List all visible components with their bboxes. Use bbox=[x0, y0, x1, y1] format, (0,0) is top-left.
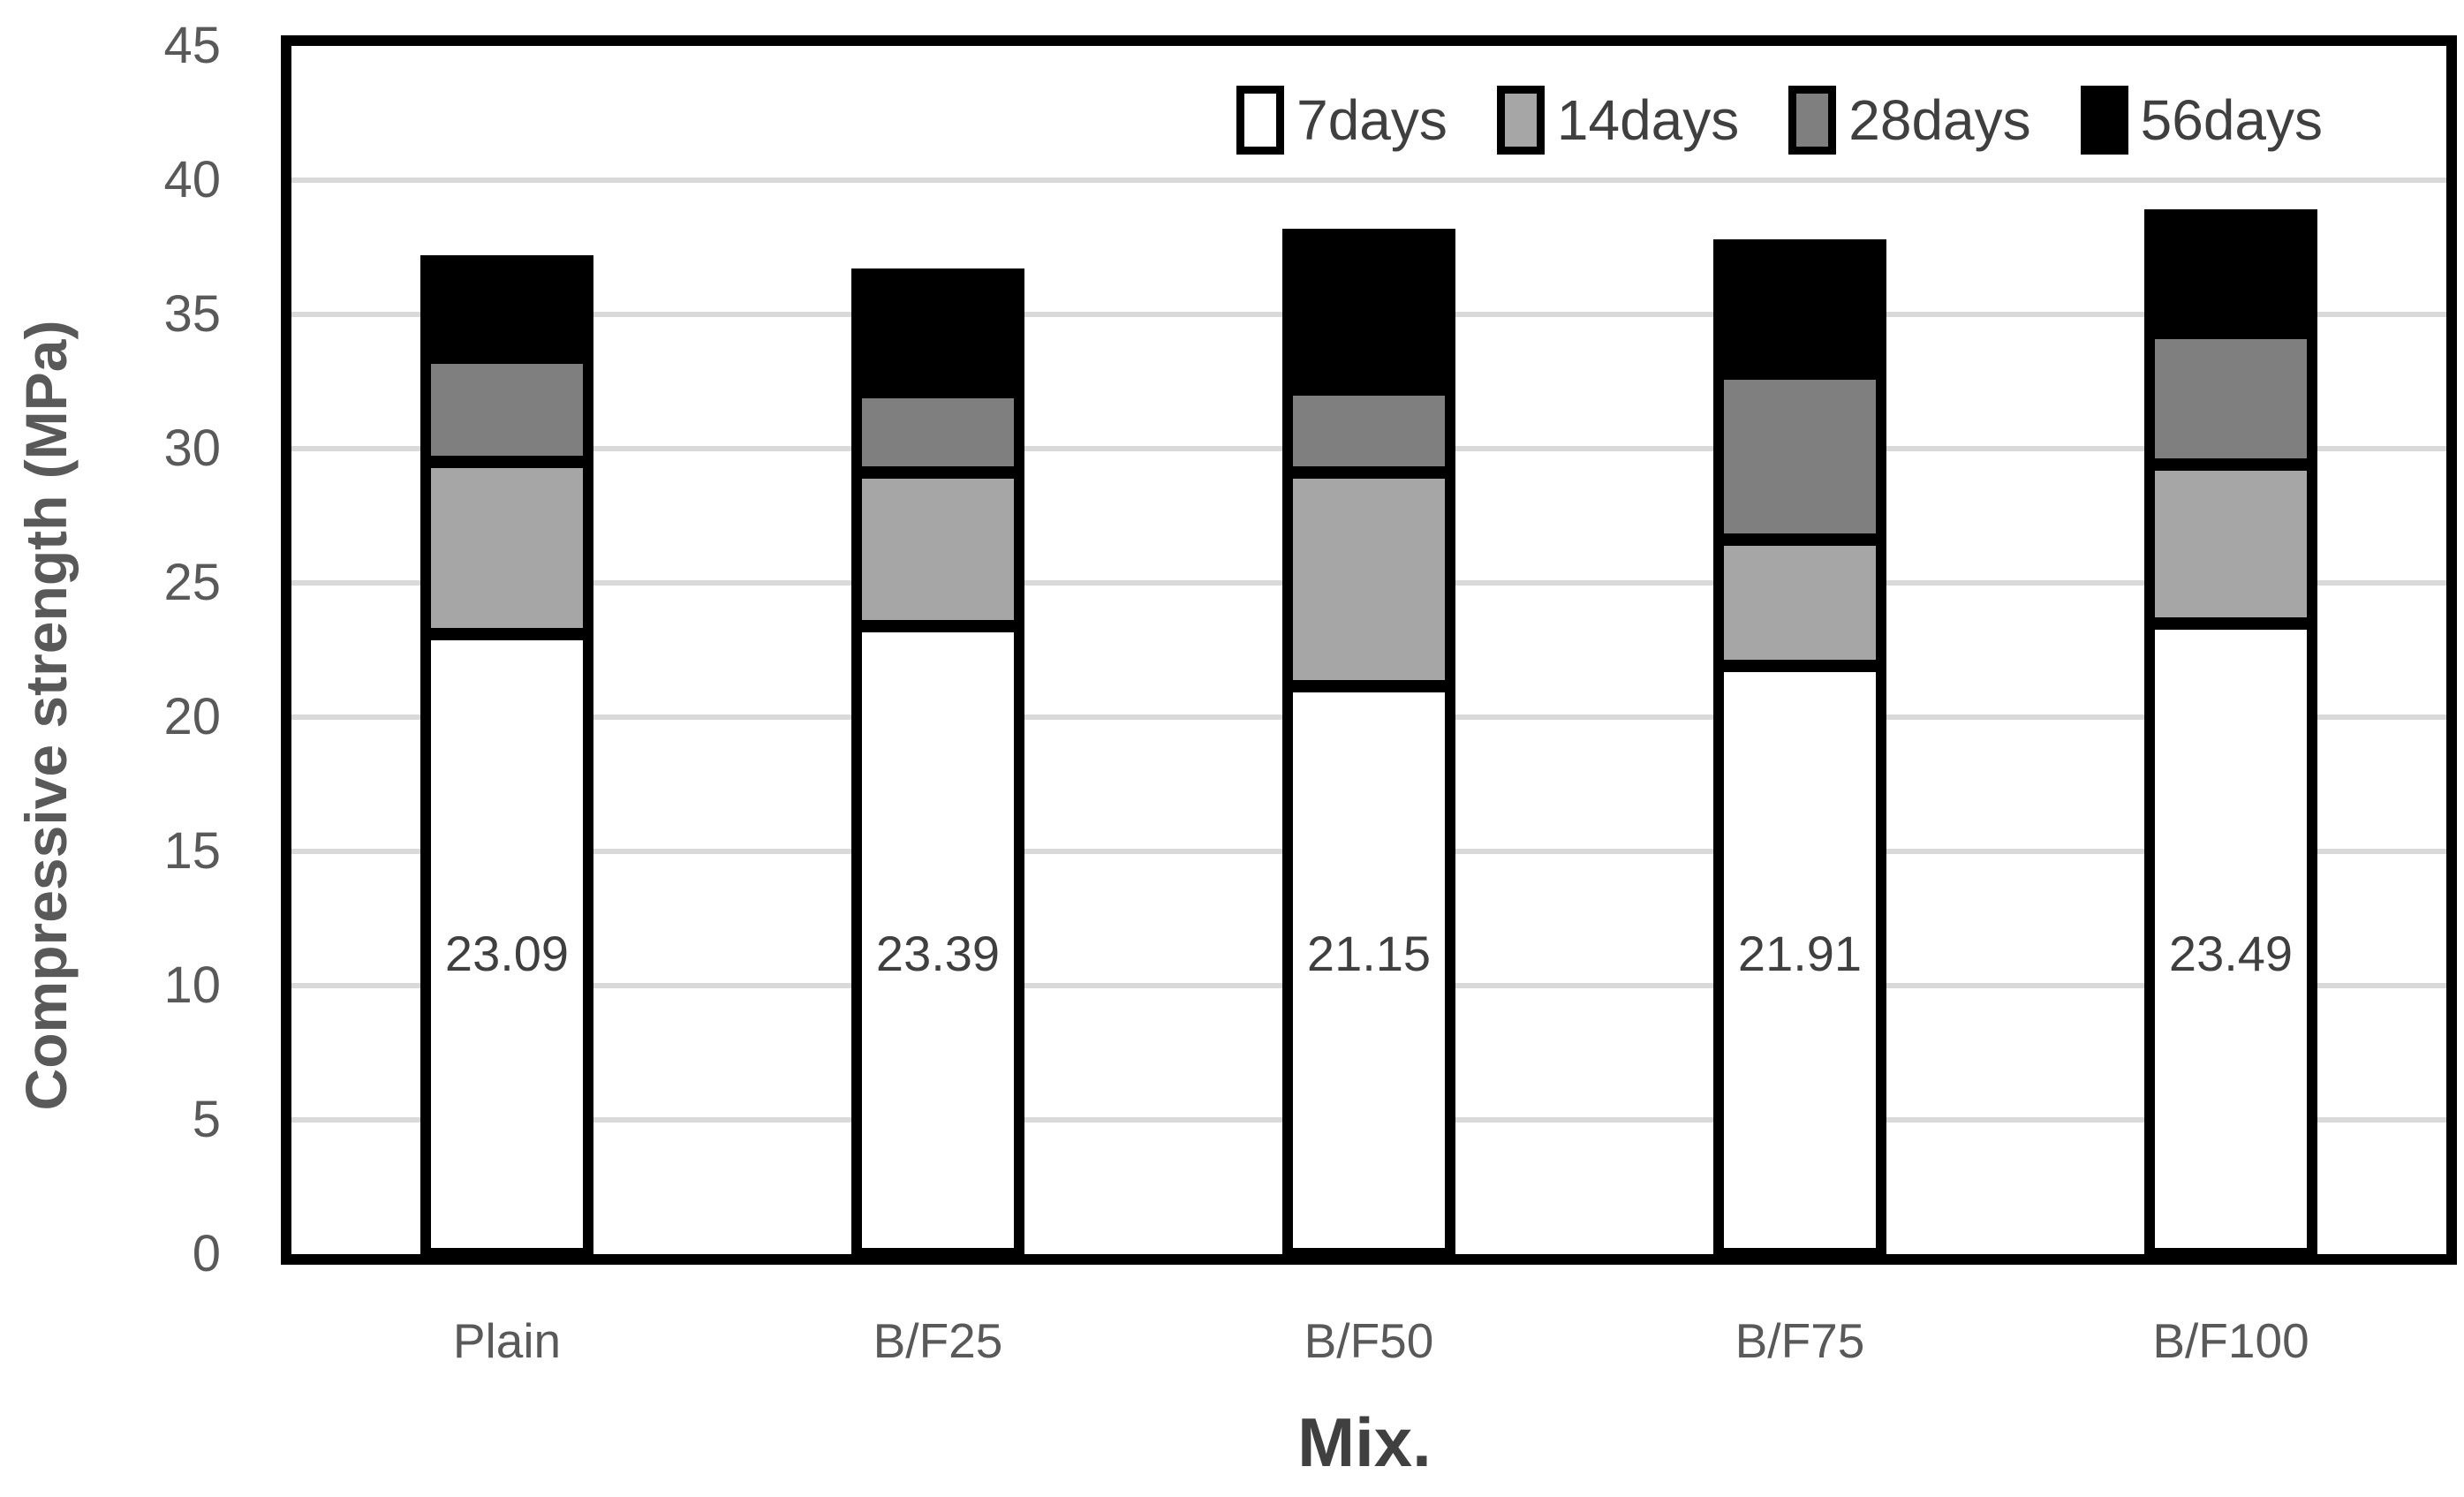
y-tick-label: 20 bbox=[163, 688, 221, 745]
x-category-label: B/F25 bbox=[873, 1313, 1003, 1368]
y-tick-label: 10 bbox=[163, 956, 221, 1014]
bar-segment-56days bbox=[420, 255, 593, 358]
y-tick-label: 15 bbox=[163, 822, 221, 880]
plot-area bbox=[281, 35, 2457, 1265]
x-axis-title: Mix. bbox=[1297, 1403, 1432, 1481]
bar-segment-28days bbox=[420, 357, 593, 463]
y-tick-label: 0 bbox=[192, 1225, 221, 1282]
y-tick-label: 35 bbox=[163, 285, 221, 343]
y-tick-label: 40 bbox=[163, 151, 221, 208]
x-category-label: B/F50 bbox=[1304, 1313, 1434, 1368]
bar-segment-14days bbox=[2144, 465, 2317, 624]
bar-segment-14days bbox=[1282, 473, 1455, 687]
legend: 7days 14days 28days 56days bbox=[1236, 85, 2323, 155]
bar-value-label: 23.39 bbox=[875, 926, 1001, 981]
bar-segment-7days bbox=[851, 625, 1024, 1254]
bar-segment-28days bbox=[1282, 389, 1455, 473]
y-tick-label: 5 bbox=[192, 1091, 221, 1148]
bar-segment-28days bbox=[851, 392, 1024, 473]
legend-item: 56days bbox=[2080, 85, 2323, 155]
bar-value-label: 21.91 bbox=[1737, 926, 1863, 981]
x-category-label: Plain bbox=[452, 1313, 562, 1368]
bar-segment-28days bbox=[2144, 333, 2317, 465]
legend-item: 7days bbox=[1236, 85, 1447, 155]
bar-segment-56days bbox=[1713, 238, 1886, 374]
y-tick-label: 25 bbox=[163, 554, 221, 611]
y-tick-label: 45 bbox=[163, 17, 221, 74]
bar-value-label: 23.49 bbox=[2168, 926, 2294, 981]
legend-label: 28days bbox=[1848, 88, 2031, 152]
bar-segment-56days bbox=[1282, 228, 1455, 390]
legend-item: 14days bbox=[1496, 85, 1740, 155]
y-tick-label: 30 bbox=[163, 420, 221, 477]
bar-segment-7days bbox=[2144, 623, 2317, 1254]
y-axis-title: Compressive strength (MPa) bbox=[13, 320, 79, 1111]
legend-swatch-14days bbox=[1496, 86, 1545, 155]
bar-value-label: 23.09 bbox=[444, 926, 570, 981]
bar-segment-7days bbox=[1282, 686, 1455, 1254]
legend-swatch-56days bbox=[2080, 86, 2128, 155]
bar-segment-56days bbox=[2144, 209, 2317, 334]
legend-label: 7days bbox=[1296, 88, 1447, 152]
bar-segment-56days bbox=[851, 268, 1024, 393]
legend-label: 14days bbox=[1556, 88, 1740, 152]
legend-swatch-28days bbox=[1788, 86, 1837, 155]
x-category-label: B/F100 bbox=[2152, 1313, 2309, 1368]
x-category-label: B/F75 bbox=[1735, 1313, 1865, 1368]
bar-segment-28days bbox=[1713, 373, 1886, 541]
gridline bbox=[291, 178, 2446, 183]
bar-segment-14days bbox=[851, 473, 1024, 626]
legend-item: 28days bbox=[1788, 85, 2031, 155]
bar-segment-7days bbox=[1713, 665, 1886, 1254]
bar-segment-7days bbox=[420, 634, 593, 1254]
bar-value-label: 21.15 bbox=[1306, 926, 1432, 981]
bar-segment-14days bbox=[1713, 540, 1886, 666]
bar-segment-14days bbox=[420, 462, 593, 635]
legend-swatch-7days bbox=[1236, 86, 1285, 155]
legend-label: 56days bbox=[2140, 88, 2323, 152]
